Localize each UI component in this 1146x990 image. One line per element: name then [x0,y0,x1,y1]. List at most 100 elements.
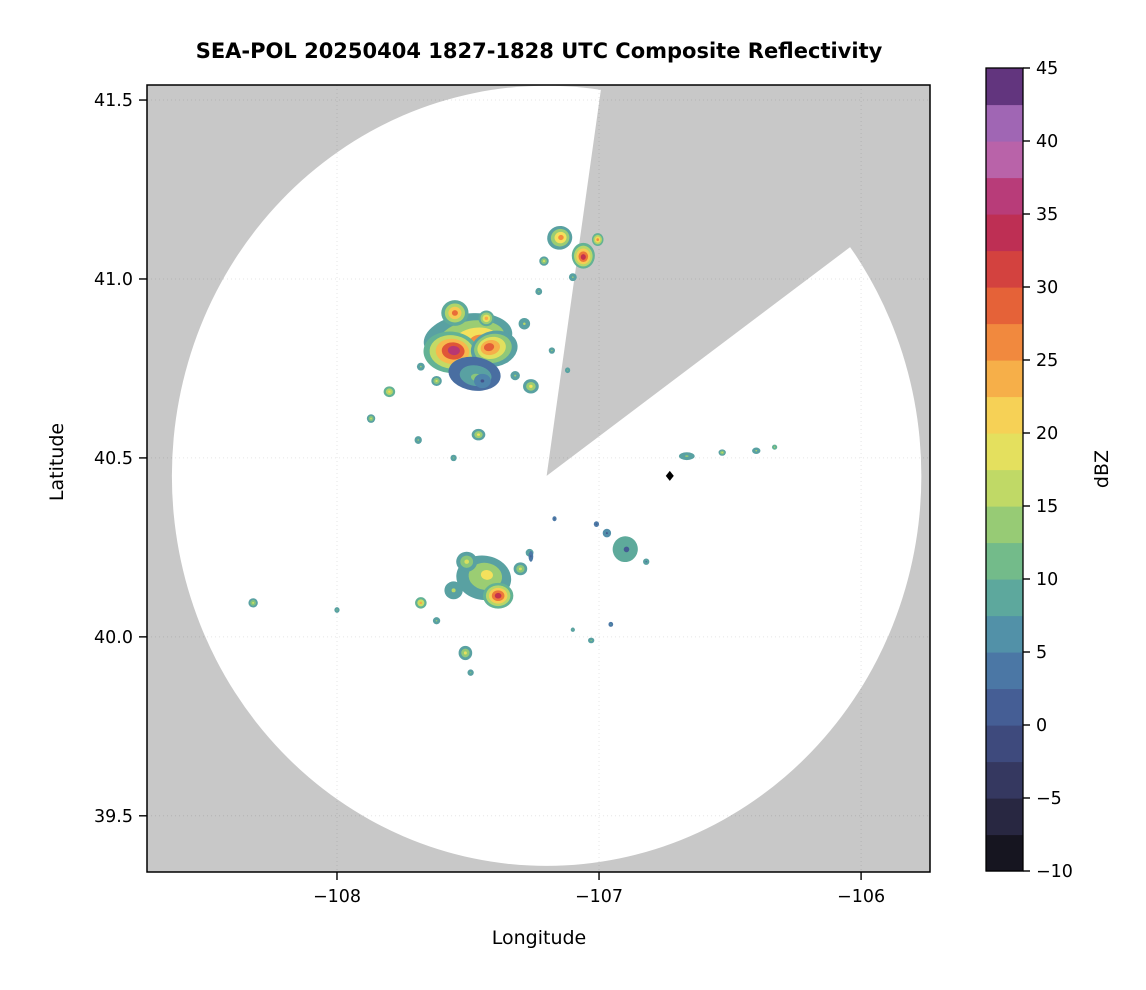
echo-contour [529,384,533,388]
site-marker-diamond [665,470,674,481]
echo-contour [645,561,647,563]
radar-echo [552,516,557,522]
echo-contour [554,518,555,520]
radar-echo [470,330,518,367]
missing-data-wedge [546,85,930,476]
radar-echo [602,528,612,538]
y-tick-label: 41.0 [94,270,133,290]
colorbar-tick-label: 5 [1036,643,1047,663]
colorbar-segment [986,141,1023,179]
echo-contour [476,433,480,436]
colorbar-tick-label: 30 [1036,278,1058,298]
radar-echo [718,449,726,456]
echo-contour [388,390,391,393]
colorbar-tick-label: 35 [1036,205,1058,225]
echo-contour [558,234,564,241]
colorbar-tick-label: 25 [1036,351,1058,371]
radar-echo [678,452,695,461]
echo-contour [419,601,423,605]
radar-echo [539,256,549,266]
colorbar-segment [986,360,1023,398]
radar-echo [510,370,520,381]
radar-echo [432,617,441,625]
radar-echo [771,444,778,450]
colorbar-segment [986,725,1023,763]
radar-echo [366,414,376,423]
radar-echo [450,454,457,462]
radar-echo [523,379,539,394]
colorbar-segment [986,214,1023,252]
radar-echo [568,273,577,282]
echo-contour [417,439,420,441]
colorbar-tick-label: −10 [1036,862,1073,882]
echo-contour [452,457,455,459]
echo-contour [419,365,422,368]
y-axis-label: Latitude [46,422,68,502]
y-tick-label: 40.0 [94,628,133,648]
radar-echo [444,581,463,600]
echo-contour [572,629,574,631]
colorbar-label: dBZ [1091,449,1113,489]
radar-echo [383,386,396,398]
radar-echo [334,607,340,613]
echo-contour [494,592,502,599]
colorbar-segment [986,542,1023,580]
radar-echo [414,436,422,444]
echo-contour [518,567,522,571]
colorbar-tick-label: 45 [1036,59,1058,79]
echo-contour [463,651,467,655]
radar-echo [571,242,595,269]
echo-contour [435,379,438,383]
x-axis-label: Longitude [491,927,587,949]
colorbar-segment [986,250,1023,288]
echo-contour [571,276,574,279]
echo-contour [480,569,493,580]
radar-echo [548,347,556,354]
colorbar-tick-label: 15 [1036,497,1058,517]
radar-echo [535,287,543,296]
colorbar-segment [986,834,1023,872]
echo-contour [567,369,569,371]
colorbar-segment [986,287,1023,325]
colorbar-segment [986,469,1023,507]
colorbar-segment [986,615,1023,653]
echo-contour [336,609,338,611]
echo-contour [542,260,546,263]
radar-echo [416,362,425,371]
y-tick-label: 39.5 [94,807,133,827]
radar-echo [564,367,571,374]
radar-echo [482,582,514,609]
radar-echo [478,310,495,327]
echo-contour [538,290,540,293]
colorbar-segment [986,68,1023,106]
colorbar-segment [986,652,1023,690]
colorbar-segment [986,396,1023,434]
x-tick-label: −108 [313,887,361,907]
plot-frame [146,84,931,873]
radar-echo [570,627,575,632]
colorbar-tick-label: 20 [1036,424,1058,444]
radar-echo [588,637,595,644]
colorbar: −10 −5 0 5 10 15 20 25 30 35 40 45 [985,59,1073,882]
radar-echo [752,447,761,454]
echo-contour [755,450,758,452]
echo-contour [610,623,612,625]
y-tick-label: 41.5 [94,91,133,111]
colorbar-segment [986,579,1023,617]
echo-contour [774,446,776,448]
echo-contour [590,639,592,642]
echo-contour [435,619,438,622]
radar-echo [458,645,473,661]
echo-contour [451,310,458,316]
radar-echo [593,521,600,527]
colorbar-tick-label: 10 [1036,570,1058,590]
radar-echo [431,375,442,386]
radar-echo [471,428,486,441]
echo-contour [480,379,485,383]
echo-contour [514,374,517,377]
echo-contour [469,671,472,674]
x-tick-label: −107 [575,887,623,907]
colorbar-segment [986,506,1023,544]
echo-contour [595,523,597,525]
radar-echo [547,225,573,250]
